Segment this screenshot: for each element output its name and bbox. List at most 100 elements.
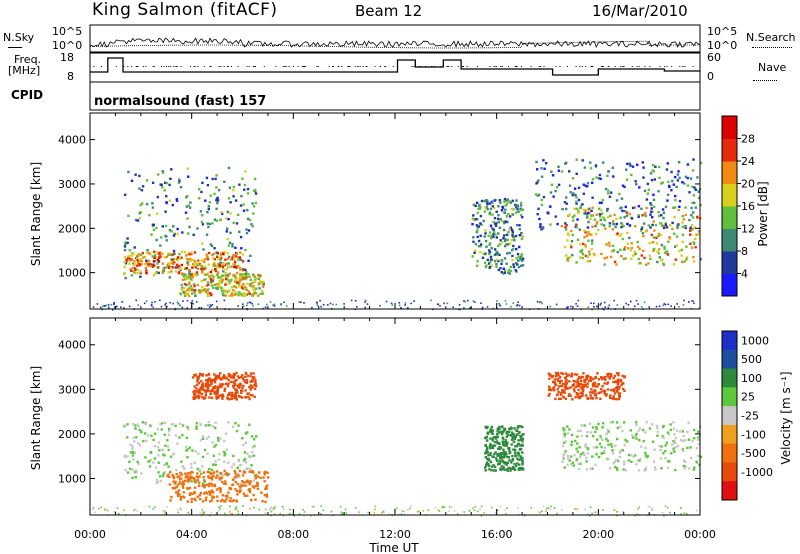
echo-cell — [300, 301, 302, 303]
echo-cell — [180, 250, 184, 254]
echo-cell — [136, 268, 140, 272]
echo-cell — [209, 277, 212, 281]
echo-cell — [699, 455, 703, 459]
echo-cell — [590, 233, 593, 236]
echo-cell — [613, 509, 616, 511]
echo-cell — [503, 200, 506, 203]
echo-cell — [472, 507, 474, 509]
echo-cell — [182, 491, 186, 494]
echo-cell — [569, 256, 572, 259]
echo-cell — [159, 183, 162, 186]
echo-cell — [521, 259, 524, 263]
echo-cell — [502, 468, 505, 471]
echo-cell — [644, 431, 647, 434]
echo-cell — [510, 431, 514, 434]
echo-cell — [574, 380, 577, 383]
echo-cell — [206, 289, 209, 292]
echo-cell — [145, 179, 149, 182]
echo-cell — [562, 382, 565, 386]
echo-cell — [671, 443, 674, 446]
echo-cell — [215, 512, 218, 515]
echo-cell — [131, 423, 135, 426]
echo-cell — [206, 184, 210, 187]
echo-cell — [633, 250, 637, 253]
echo-cell — [358, 511, 360, 513]
nave-dot — [392, 66, 394, 67]
echo-cell — [508, 466, 511, 470]
echo-cell — [196, 383, 199, 386]
echo-cell — [682, 304, 685, 306]
echo-cell — [208, 378, 211, 381]
echo-cell — [519, 214, 523, 217]
echo-cell — [374, 505, 377, 508]
echo-cell — [616, 426, 619, 430]
freq-panel-frame — [89, 52, 701, 83]
echo-cell — [195, 427, 198, 430]
echo-cell — [177, 265, 181, 268]
echo-cell — [162, 453, 165, 456]
echo-cell — [519, 435, 522, 438]
echo-cell — [188, 289, 191, 292]
echo-cell — [229, 376, 233, 379]
echo-cell — [489, 224, 493, 227]
echo-cell — [507, 212, 510, 216]
echo-cell — [686, 513, 688, 515]
echo-cell — [611, 228, 615, 231]
nave-dot — [440, 66, 442, 67]
echo-cell — [251, 294, 254, 297]
echo-cell — [689, 446, 692, 449]
echo-cell — [227, 244, 231, 247]
echo-cell — [176, 483, 180, 486]
echo-cell — [596, 385, 599, 388]
echo-cell — [516, 451, 520, 454]
echo-cell — [228, 393, 231, 396]
echo-cell — [649, 257, 652, 260]
echo-cell — [651, 169, 654, 172]
echo-cell — [260, 491, 263, 494]
echo-cell — [565, 224, 568, 227]
nave-dot — [514, 66, 516, 67]
echo-cell — [600, 445, 603, 449]
echo-cell — [619, 216, 622, 219]
echo-cell — [221, 397, 224, 400]
echo-cell — [583, 424, 586, 427]
echo-cell — [218, 256, 221, 260]
echo-cell — [180, 288, 183, 291]
echo-cell — [505, 303, 508, 305]
echo-cell — [648, 242, 651, 245]
echo-cell — [550, 183, 554, 186]
echo-cell — [521, 215, 524, 219]
echo-cell — [228, 398, 231, 401]
nave-dot — [220, 66, 222, 67]
echo-cell — [134, 267, 137, 270]
echo-cell — [644, 454, 647, 457]
echo-cell — [689, 229, 692, 232]
echo-cell — [168, 475, 171, 479]
echo-cell — [212, 454, 216, 457]
echo-cell — [514, 203, 517, 207]
echo-cell — [678, 205, 681, 208]
echo-cell — [243, 188, 246, 191]
echo-cell — [152, 263, 155, 266]
echo-cell — [605, 394, 608, 397]
echo-cell — [244, 484, 247, 487]
echo-cell — [364, 306, 366, 309]
echo-cell — [591, 397, 595, 400]
echo-cell — [215, 273, 219, 277]
echo-cell — [681, 221, 684, 224]
echo-cell — [507, 271, 510, 274]
echo-cell — [248, 292, 251, 296]
echo-cell — [417, 511, 420, 513]
echo-cell — [215, 219, 218, 222]
echo-cell — [232, 375, 235, 378]
echo-cell — [143, 432, 147, 435]
echo-cell — [622, 463, 626, 466]
echo-cell — [153, 260, 156, 263]
echo-cell — [505, 215, 509, 218]
echo-cell — [614, 444, 617, 447]
echo-cell — [192, 273, 195, 276]
echo-cell — [165, 201, 168, 205]
echo-cell — [235, 252, 239, 256]
echo-cell — [503, 257, 507, 260]
echo-cell — [619, 380, 623, 383]
